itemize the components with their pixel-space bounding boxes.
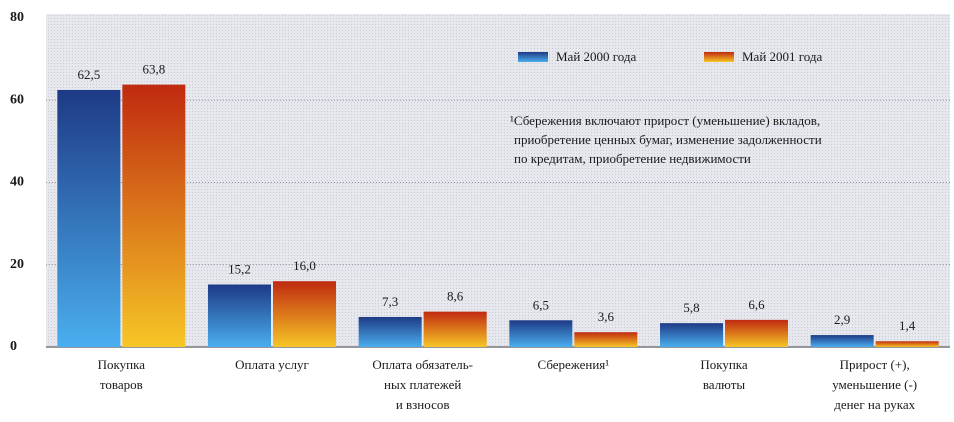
value-label: 16,0 — [293, 258, 316, 273]
x-tick-label: Оплата обязатель- — [372, 357, 473, 372]
bar — [810, 335, 874, 347]
legend-swatch — [518, 52, 548, 62]
x-tick-label: ных платежей — [384, 377, 461, 392]
y-tick-label: 40 — [10, 175, 24, 190]
x-tick-label: денег на руках — [834, 397, 915, 412]
x-tick-label: Оплата услуг — [235, 357, 309, 372]
bar — [208, 284, 271, 347]
bar — [122, 84, 186, 347]
value-label: 6,5 — [533, 297, 549, 312]
bar — [875, 341, 939, 347]
value-label: 63,8 — [142, 62, 165, 77]
note-line: приобретение ценных бумаг, изменение зад… — [514, 132, 822, 147]
value-label: 3,6 — [598, 309, 615, 324]
value-label: 8,6 — [447, 289, 464, 304]
bar — [273, 281, 336, 347]
x-tick-label: уменьшение (-) — [832, 377, 917, 392]
bar — [423, 311, 487, 347]
y-tick-label: 60 — [10, 92, 24, 107]
y-tick-label: 80 — [10, 10, 24, 25]
value-label: 7,3 — [382, 294, 398, 309]
y-tick-label: 0 — [10, 339, 17, 354]
note: ¹Сбережения включают прирост (уменьшение… — [510, 113, 822, 166]
bar — [509, 320, 573, 347]
x-tick-label: Покупка — [700, 357, 748, 372]
value-label: 1,4 — [899, 318, 916, 333]
x-tick-label: и взносов — [396, 397, 450, 412]
value-label: 6,6 — [748, 297, 765, 312]
note-line: по кредитам, приобретение недвижимости — [514, 151, 751, 166]
x-tick-label: Прирост (+), — [840, 357, 910, 372]
bar — [358, 316, 422, 347]
value-label: 2,9 — [834, 312, 850, 327]
legend-swatch — [704, 52, 734, 62]
value-label: 15,2 — [228, 261, 251, 276]
plot-background — [46, 14, 950, 348]
x-tick-label: Покупка — [98, 357, 146, 372]
note-line: ¹Сбережения включают прирост (уменьшение… — [510, 113, 820, 128]
bar — [57, 89, 121, 347]
legend-label: Май 2000 года — [556, 49, 637, 64]
value-label: 62,5 — [77, 67, 100, 82]
legend-label: Май 2001 года — [742, 49, 823, 64]
bar — [574, 332, 638, 347]
x-tick-label: валюты — [703, 377, 746, 392]
x-tick-label: Сбережения¹ — [537, 357, 609, 372]
x-tick-label: товаров — [100, 377, 143, 392]
bar — [725, 319, 788, 347]
value-label: 5,8 — [683, 300, 699, 315]
y-tick-label: 20 — [10, 257, 24, 272]
bar — [660, 323, 723, 347]
